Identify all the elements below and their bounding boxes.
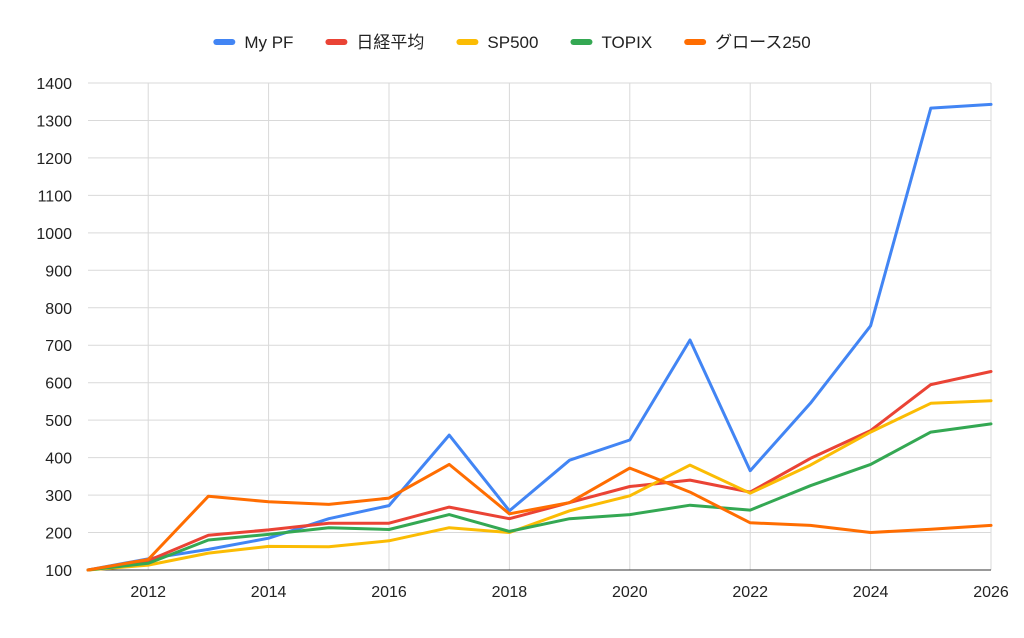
legend-label: 日経平均 <box>356 33 424 52</box>
series-line-グロース250 <box>86 462 993 572</box>
legend-item: My PF <box>213 33 293 52</box>
series-line-SP500 <box>86 399 993 572</box>
y-tick-label: 400 <box>45 451 72 468</box>
legend-label: My PF <box>244 33 293 52</box>
legend-swatch <box>325 39 348 45</box>
legend-swatch <box>456 39 479 45</box>
y-tick-label: 300 <box>45 488 72 505</box>
axes: 100 200 300 400 500 600 700 800 900 1000 1100 1200 1… <box>36 76 1008 601</box>
y-tick-label: 800 <box>45 301 72 318</box>
legend-swatch <box>213 39 236 45</box>
legend-label: SP500 <box>487 33 538 52</box>
x-tick-label: 2026 <box>973 584 1009 601</box>
series-line-日経平均 <box>86 370 993 572</box>
x-tick-label: 2016 <box>371 584 407 601</box>
x-tick-label: 2012 <box>130 584 166 601</box>
y-tick-label: 600 <box>45 376 72 393</box>
x-tick-label: 2024 <box>853 584 889 601</box>
y-tick-label: 1000 <box>36 226 72 243</box>
legend-label: グロース250 <box>715 33 811 52</box>
y-tick-label: 1200 <box>36 151 72 168</box>
x-tick-label: 2020 <box>612 584 648 601</box>
legend-item: SP500 <box>456 33 538 52</box>
grid <box>88 82 992 571</box>
y-tick-label: 200 <box>45 526 72 543</box>
legend-swatch <box>684 39 707 45</box>
y-tick-label: 1400 <box>36 76 72 93</box>
y-tick-label: 900 <box>45 263 72 280</box>
x-tick-label: 2014 <box>251 584 287 601</box>
y-tick-label: 1300 <box>36 113 72 130</box>
legend: My PF 日経平均 SP500 TOPIX グロース250 <box>213 33 811 52</box>
series-line-My PF <box>86 102 993 572</box>
y-tick-label: 700 <box>45 338 72 355</box>
series-line-TOPIX <box>86 422 993 572</box>
x-tick-label: 2022 <box>732 584 768 601</box>
x-tick-label: 2018 <box>492 584 528 601</box>
legend-item: グロース250 <box>684 33 811 52</box>
series-lines <box>86 102 993 572</box>
legend-label: TOPIX <box>601 33 652 52</box>
legend-swatch <box>570 39 593 45</box>
legend-item: TOPIX <box>570 33 652 52</box>
legend-item: 日経平均 <box>325 33 424 52</box>
y-tick-label: 100 <box>45 563 72 580</box>
y-tick-label: 500 <box>45 413 72 430</box>
y-tick-label: 1100 <box>38 188 73 205</box>
